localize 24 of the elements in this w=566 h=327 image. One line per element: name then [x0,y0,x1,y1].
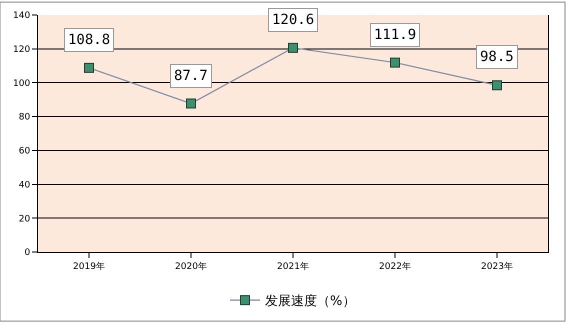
point [186,98,196,109]
x-tick-label: 2021年 [277,260,309,272]
y-tick-label: 60 [18,146,30,157]
data-label: 98.5 [480,49,514,65]
point [390,58,400,68]
y-tick-label: 120 [13,45,30,56]
point [288,42,298,53]
x-tick-label: 2022年 [379,260,411,272]
y-tick-label: 140 [13,11,30,22]
y-tick-label: 100 [13,78,30,89]
x-tick-label: 2019年 [73,260,105,272]
point [492,80,502,90]
y-tick-label: 20 [18,214,30,224]
x-tick-label: 2023年 [481,260,513,272]
data-label: 111.9 [374,27,416,43]
x-tick-label: 2020年 [175,260,207,272]
data-label: 108.8 [68,32,110,48]
y-tick-label: 80 [18,112,30,123]
y-tick-label: 40 [18,180,30,190]
y-tick-label: 0 [24,248,30,258]
data-label: 87.7 [174,68,208,84]
point [84,62,94,73]
legend-label: 发展速度（%） [265,293,356,310]
data-label: 120.6 [272,12,314,28]
